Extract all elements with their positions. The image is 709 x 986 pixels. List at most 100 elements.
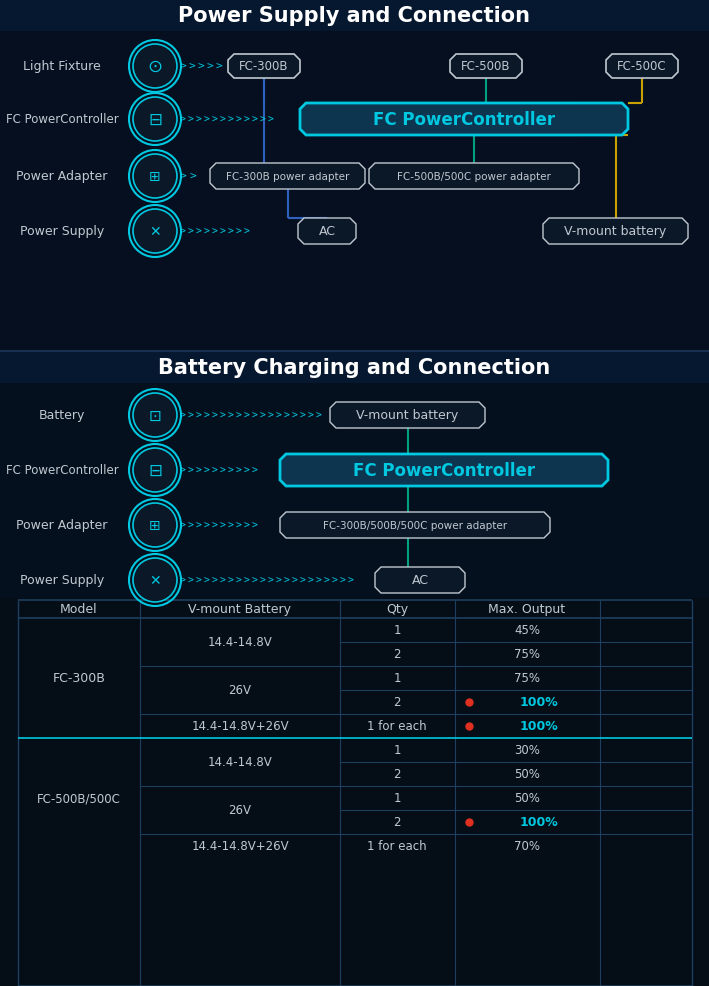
Text: >: > (180, 115, 186, 125)
Text: 100%: 100% (520, 720, 559, 733)
Text: >: > (228, 465, 234, 475)
Text: ⊡: ⊡ (149, 408, 162, 423)
Text: >: > (212, 576, 218, 586)
Text: >: > (196, 115, 202, 125)
Text: 2: 2 (393, 815, 401, 828)
Text: 100%: 100% (520, 696, 559, 709)
Circle shape (133, 504, 177, 547)
Text: >: > (180, 227, 186, 237)
Circle shape (133, 393, 177, 438)
Text: ⊞: ⊞ (149, 519, 161, 532)
Text: >: > (236, 521, 242, 530)
Text: 70%: 70% (514, 840, 540, 853)
Text: ⊞: ⊞ (149, 170, 161, 183)
Text: >: > (220, 576, 226, 586)
Text: >: > (188, 521, 194, 530)
Text: V-mount battery: V-mount battery (564, 225, 666, 239)
Bar (0, 0, 709, 352)
Text: >: > (179, 62, 186, 72)
Text: Power Supply and Connection: Power Supply and Connection (179, 6, 530, 26)
Text: >: > (268, 115, 274, 125)
Circle shape (133, 155, 177, 199)
Text: >: > (196, 521, 202, 530)
Text: AC: AC (411, 574, 428, 587)
Text: FC-500C: FC-500C (618, 60, 666, 73)
Text: >: > (260, 576, 266, 586)
Text: >: > (220, 410, 226, 421)
Text: 100%: 100% (520, 815, 559, 828)
Text: 50%: 50% (514, 768, 540, 781)
Text: FC PowerController: FC PowerController (6, 113, 118, 126)
Text: >: > (228, 521, 234, 530)
Text: 1: 1 (393, 743, 401, 756)
Text: >: > (276, 576, 282, 586)
Text: >: > (198, 62, 204, 72)
Text: Power Adapter: Power Adapter (16, 519, 108, 532)
Text: >: > (220, 227, 226, 237)
Text: ✕: ✕ (149, 225, 161, 239)
Text: >: > (196, 410, 202, 421)
Text: >: > (244, 410, 250, 421)
Text: >: > (244, 521, 250, 530)
Text: >: > (189, 62, 196, 72)
Polygon shape (280, 455, 608, 486)
Text: >: > (204, 521, 210, 530)
Text: 14.4-14.8V+26V: 14.4-14.8V+26V (191, 840, 289, 853)
Text: >: > (284, 576, 290, 586)
Text: V-mount battery: V-mount battery (357, 409, 459, 422)
Text: 30%: 30% (514, 743, 540, 756)
Text: >: > (292, 576, 298, 586)
Text: >: > (188, 576, 194, 586)
Text: >: > (316, 410, 322, 421)
Text: >: > (260, 410, 266, 421)
Text: >: > (228, 227, 234, 237)
Text: >: > (284, 410, 290, 421)
Text: >: > (188, 465, 194, 475)
Text: FC-300B: FC-300B (239, 60, 289, 73)
Text: >: > (236, 576, 242, 586)
Text: >: > (268, 410, 274, 421)
Text: >: > (332, 576, 338, 586)
Text: >: > (252, 521, 258, 530)
Polygon shape (375, 567, 465, 594)
Text: 50%: 50% (514, 792, 540, 805)
Text: ⊟: ⊟ (148, 110, 162, 129)
Text: >: > (204, 410, 210, 421)
Text: 26V: 26V (228, 804, 252, 816)
Text: >: > (340, 576, 346, 586)
Text: >: > (244, 576, 250, 586)
Text: >: > (204, 115, 210, 125)
Text: >: > (196, 576, 202, 586)
Text: >: > (180, 521, 186, 530)
Polygon shape (450, 55, 522, 79)
Text: >: > (228, 576, 234, 586)
Text: >: > (188, 115, 194, 125)
Text: >: > (300, 576, 306, 586)
Circle shape (133, 98, 177, 142)
Text: 1 for each: 1 for each (367, 720, 427, 733)
Text: Light Fixture: Light Fixture (23, 60, 101, 73)
Text: FC PowerController: FC PowerController (353, 461, 535, 479)
Circle shape (133, 558, 177, 602)
Text: >: > (206, 62, 213, 72)
Text: 1: 1 (393, 792, 401, 805)
Text: 75%: 75% (514, 671, 540, 685)
Text: FC PowerController: FC PowerController (6, 464, 118, 477)
Polygon shape (606, 55, 678, 79)
Text: >: > (188, 410, 194, 421)
Text: >: > (196, 227, 202, 237)
Text: >: > (220, 115, 226, 125)
Text: >: > (324, 576, 330, 586)
Text: ✕: ✕ (149, 574, 161, 588)
Text: FC-300B/500B/500C power adapter: FC-300B/500B/500C power adapter (323, 521, 507, 530)
Text: >: > (236, 465, 242, 475)
Text: >: > (212, 227, 218, 237)
Text: 14.4-14.8V+26V: 14.4-14.8V+26V (191, 720, 289, 733)
Text: 26V: 26V (228, 684, 252, 697)
Polygon shape (210, 164, 365, 190)
Polygon shape (280, 513, 550, 538)
Text: >: > (212, 521, 218, 530)
Text: >: > (204, 576, 210, 586)
Text: >: > (260, 115, 266, 125)
Bar (0, 600, 709, 986)
